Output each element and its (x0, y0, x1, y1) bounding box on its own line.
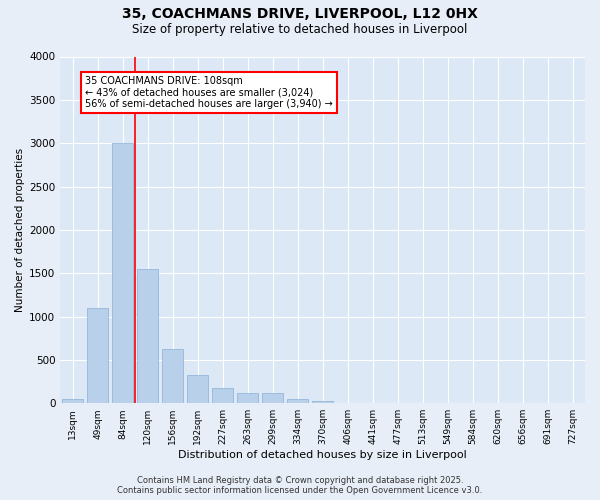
X-axis label: Distribution of detached houses by size in Liverpool: Distribution of detached houses by size … (178, 450, 467, 460)
Text: Size of property relative to detached houses in Liverpool: Size of property relative to detached ho… (133, 22, 467, 36)
Bar (312, 400, 333, 403)
Y-axis label: Number of detached properties: Number of detached properties (15, 148, 25, 312)
Bar (137, 269, 158, 403)
Text: 35, COACHMANS DRIVE, LIVERPOOL, L12 0HX: 35, COACHMANS DRIVE, LIVERPOOL, L12 0HX (122, 8, 478, 22)
Bar (162, 350, 184, 403)
Bar (187, 374, 208, 403)
Bar (287, 400, 308, 403)
Text: 35 COACHMANS DRIVE: 108sqm
← 43% of detached houses are smaller (3,024)
56% of s: 35 COACHMANS DRIVE: 108sqm ← 43% of deta… (85, 76, 333, 109)
Bar (212, 388, 233, 403)
Bar (262, 393, 283, 403)
Bar (237, 393, 258, 403)
Bar (87, 308, 109, 403)
Text: Contains HM Land Registry data © Crown copyright and database right 2025.
Contai: Contains HM Land Registry data © Crown c… (118, 476, 482, 495)
Bar (62, 399, 83, 403)
Bar (112, 143, 133, 403)
